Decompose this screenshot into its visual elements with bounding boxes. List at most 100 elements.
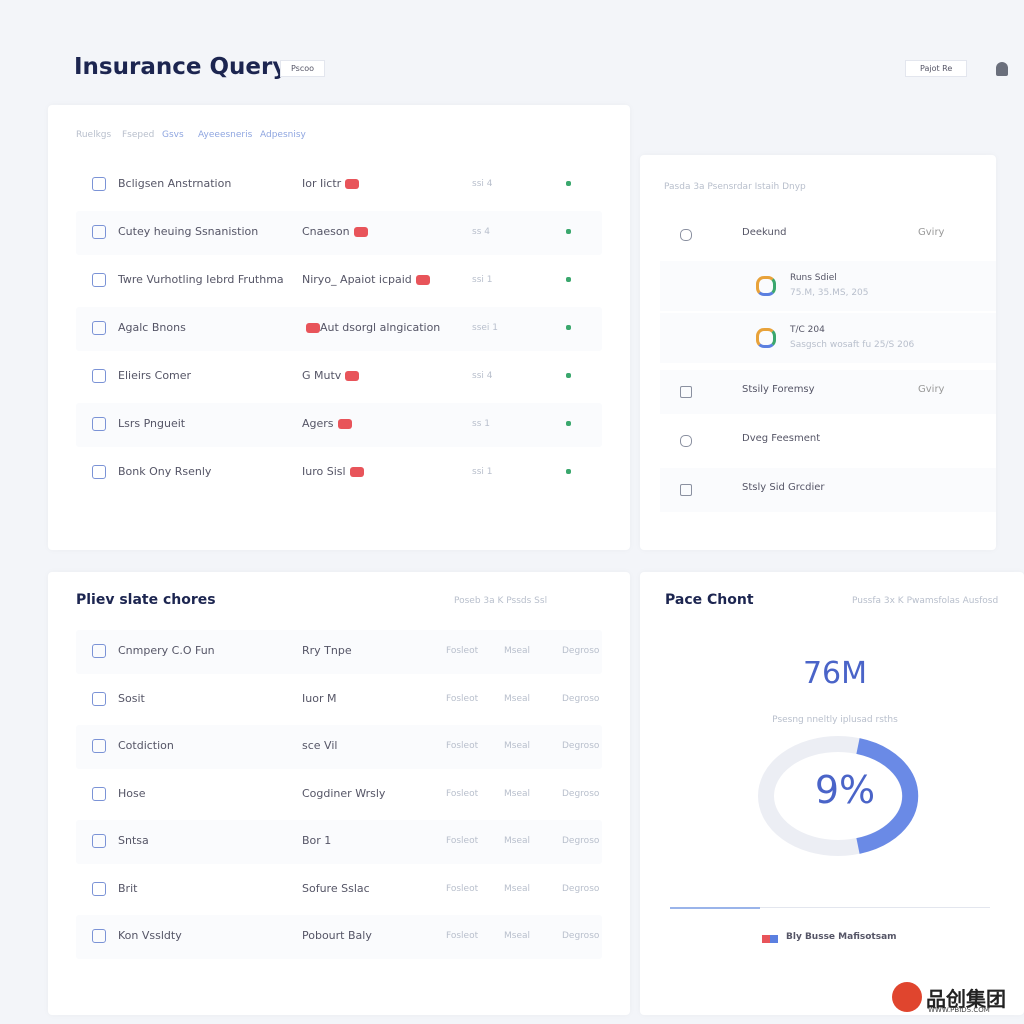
row-icon xyxy=(92,417,106,431)
sub-detail: 75.M, 35.MS, 205 xyxy=(790,288,869,298)
side-item[interactable]: Stsly Sid Grcdier xyxy=(660,468,996,512)
claim-code: ssi 1 xyxy=(472,467,493,477)
chore-value: Bor 1 xyxy=(302,834,332,847)
panel-links[interactable]: Poseb 3a K Pssds Ssl xyxy=(454,596,548,606)
chore-action[interactable]: Mseal xyxy=(504,693,531,704)
chore-row[interactable]: Cnmpery C.O Fun Rry Tnpe Fosleot Mseal Degro… xyxy=(76,630,602,674)
sub-title: T/C 204 xyxy=(790,325,825,335)
claim-code: ssi 4 xyxy=(472,371,493,381)
claim-name: Bonk Ony Rsenly xyxy=(118,465,212,478)
chore-action[interactable]: Fosleot xyxy=(446,931,479,941)
item-label: Stsly Sid Grcdier xyxy=(742,482,825,493)
chore-action[interactable]: Degroso xyxy=(562,931,600,941)
chore-row[interactable]: Sntsa Bor 1 Fosleot Mseal Degroso xyxy=(76,820,602,864)
sub-item[interactable]: Runs Sdiel 75.M, 35.MS, 205 xyxy=(660,261,996,311)
progress-track xyxy=(760,907,990,908)
chore-action[interactable]: Mseal xyxy=(504,883,531,894)
dropdown[interactable]: Pscoo xyxy=(280,60,326,77)
chore-row[interactable]: Sosit Iuor M Fosleot Mseal Degroso xyxy=(76,678,602,722)
chore-name: Kon Vssldty xyxy=(118,929,182,942)
chore-row[interactable]: Brit Sofure Sslac Fosleot Mseal Degroso xyxy=(76,868,602,912)
chore-action[interactable]: Fosleot xyxy=(446,646,479,656)
check xyxy=(566,373,571,378)
item-label: Dveg Feesment xyxy=(742,433,821,444)
item-icon xyxy=(680,435,692,447)
chore-action[interactable]: Degroso xyxy=(562,836,600,846)
claim-name: Lsrs Pngueit xyxy=(118,417,186,430)
tab[interactable]: Ayeeesneris xyxy=(198,130,253,140)
panel-links[interactable]: Pussfa 3x K Pwamsfolas Ausfosd xyxy=(852,596,999,606)
avatar[interactable] xyxy=(996,62,1008,76)
claim-row[interactable]: Lsrs Pngueit Agers ss 1 xyxy=(76,403,602,447)
claim-code: ssi 4 xyxy=(472,179,493,189)
chore-action[interactable]: Fosleot xyxy=(446,693,479,704)
chore-row[interactable]: Cotdiction sce Vil Fosleot Mseal Degroso xyxy=(76,725,602,769)
chore-action[interactable]: Fosleot xyxy=(446,836,479,846)
chore-action[interactable]: Degroso xyxy=(562,646,600,656)
side-item[interactable]: Stsily Foremsy Gviry xyxy=(660,370,996,414)
sub-item[interactable]: T/C 204 Sasgsch wosaft fu 25/S 206 xyxy=(660,313,996,363)
claim-name: Elieirs Comer xyxy=(118,369,192,382)
item-icon xyxy=(680,484,692,496)
claim-status: Niryo_ Apaiot icpaid xyxy=(302,273,430,286)
chore-action[interactable]: Fosleot xyxy=(446,788,479,799)
tab[interactable]: Ruelkgs xyxy=(76,130,112,140)
claim-row[interactable]: Bonk Ony Rsenly Iuro Sisl ssi 1 xyxy=(76,451,602,495)
status-badge xyxy=(337,419,352,429)
chore-action[interactable]: Degroso xyxy=(562,788,600,799)
row-icon xyxy=(92,739,106,753)
row-icon xyxy=(92,273,106,287)
header-button[interactable]: Pajot Re xyxy=(905,60,968,77)
chore-action[interactable]: Mseal xyxy=(504,836,531,846)
row-icon xyxy=(92,321,106,335)
metric-caption: Psesng nneltly iplusad rsths xyxy=(772,715,898,725)
check xyxy=(566,325,571,330)
chore-action[interactable]: Degroso xyxy=(562,883,600,894)
chore-action[interactable]: Fosleot xyxy=(446,883,479,894)
tab[interactable]: Fseped xyxy=(122,130,155,140)
claim-code: ss 1 xyxy=(472,419,490,429)
chore-action[interactable]: Mseal xyxy=(504,931,531,941)
watermark-logo xyxy=(892,982,922,1012)
chore-action[interactable]: Fosleot xyxy=(446,741,479,751)
sub-icon xyxy=(756,328,776,348)
chore-action[interactable]: Mseal xyxy=(504,646,531,656)
chore-action[interactable]: Mseal xyxy=(504,741,531,751)
chore-value: Pobourt Baly xyxy=(302,929,372,942)
status-badge xyxy=(415,275,430,285)
row-icon xyxy=(92,225,106,239)
claim-status: G Mutv xyxy=(302,369,360,382)
claim-row[interactable]: Elieirs Comer G Mutv ssi 4 xyxy=(76,355,602,399)
claim-row[interactable]: Agalc Bnons Aut dsorgl alngication ssei 1 xyxy=(76,307,602,351)
claim-status: Ior Iictr xyxy=(302,177,360,190)
chore-action[interactable]: Mseal xyxy=(504,788,531,799)
item-label: Deekund xyxy=(742,227,787,238)
row-icon xyxy=(92,786,106,801)
row-icon xyxy=(92,644,106,658)
claim-name: Twre Vurhotling Iebrd Fruthma xyxy=(118,273,284,286)
claim-row[interactable]: Twre Vurhotling Iebrd Fruthma Niryo_ Apai… xyxy=(76,259,602,303)
claim-code: ssei 1 xyxy=(472,323,499,333)
chore-action[interactable]: Degroso xyxy=(562,741,600,751)
item-icon xyxy=(680,386,692,398)
row-icon xyxy=(92,881,106,896)
status-badge xyxy=(353,227,368,237)
side-item[interactable]: Deekund Gviry xyxy=(660,213,996,257)
side-heading: Pasda 3a Psensrdar Istaih Dnyp xyxy=(664,182,806,192)
check xyxy=(566,469,571,474)
chore-row[interactable]: Hose Cogdiner Wrsly Fosleot Mseal Degroso xyxy=(76,773,602,817)
sub-detail: Sasgsch wosaft fu 25/S 206 xyxy=(790,340,915,350)
claim-code: ss 4 xyxy=(472,227,490,237)
chore-value: Cogdiner Wrsly xyxy=(302,786,386,800)
claim-row[interactable]: Cutey heuing Ssnanistion Cnaeson ss 4 xyxy=(76,211,602,255)
tab[interactable]: Adpesnisy xyxy=(260,130,306,140)
chore-action[interactable]: Degroso xyxy=(562,693,600,704)
chore-row[interactable]: Kon Vssldty Pobourt Baly Fosleot Mseal Degro… xyxy=(76,915,602,959)
side-item[interactable]: Dveg Feesment xyxy=(660,419,996,463)
chores-panel: Pliev slate chores Poseb 3a K Pssds Ssl Cn… xyxy=(48,572,630,1015)
claim-row[interactable]: Bcligsen Anstrnation Ior Iictr ssi 4 xyxy=(76,163,602,207)
tab[interactable]: Gsvs xyxy=(162,130,184,140)
page-title: Insurance Query xyxy=(74,54,288,80)
check xyxy=(566,277,571,282)
